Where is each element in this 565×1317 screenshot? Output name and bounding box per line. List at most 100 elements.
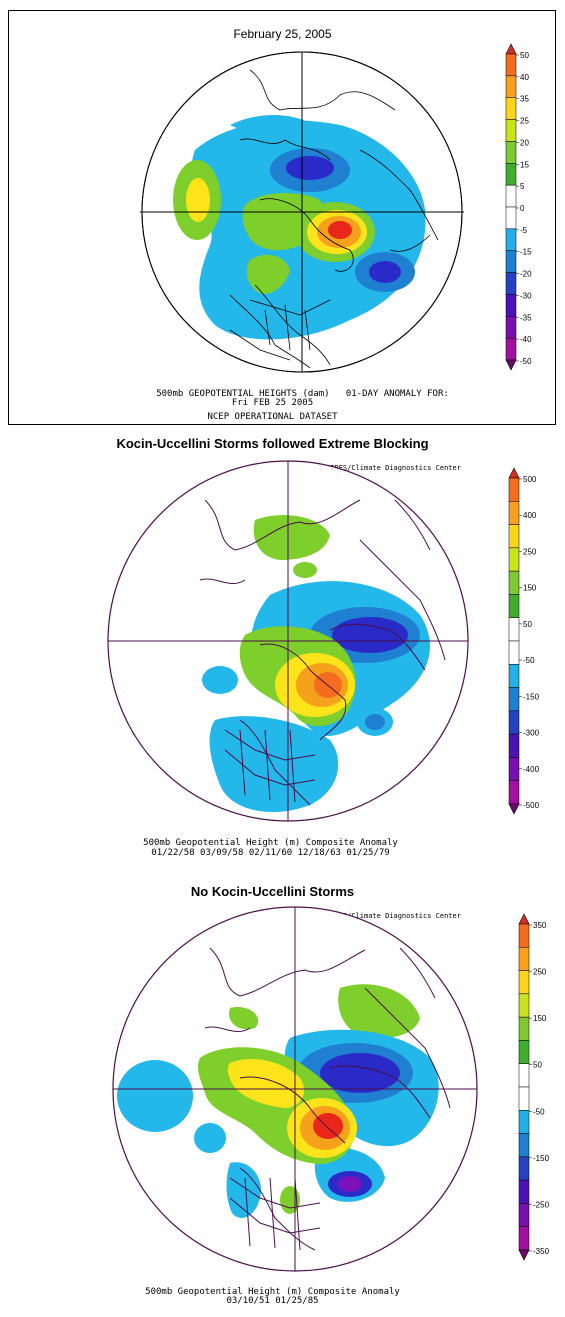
panel-2-colorbar-top-arrow [508,467,520,479]
panel-2-colorbar-segment [508,780,520,805]
panel-1-colorbar-segment [505,97,517,120]
panel-2-colorbar-segment [508,687,520,712]
panel-1-colorbar-label: 20 [520,138,529,147]
panel-3: No Kocin-Uccellini Storms NOAA-CIRES/Cli… [0,878,565,1317]
panel-3-anomaly-field [117,947,451,1251]
panel-3-colorbar-segment [518,1226,530,1251]
panel-1-colorbar-label: -5 [520,226,528,235]
panel-2-colorbar-segment [508,547,520,572]
panel-3-title: No Kocin-Uccellini Storms [190,884,355,899]
panel-1: February 25, 2005 [0,0,565,425]
panel-1-colorbar-label: 50 [520,51,529,60]
panel-1-colorbar-segment [505,119,517,142]
panel-1-anomaly-field [173,69,439,369]
panel-2-colorbar: 500 400 250 150 50 -50 -150 -300 -400 -500 [508,467,540,815]
panel-2-colorbar-segment [508,733,520,758]
panel-1-colorbar-label: 0 [520,204,525,213]
panel-2-colorbar-label: 50 [523,620,532,629]
panel-1-colorbar-label: -30 [520,291,532,300]
panel-1-colorbar-segment [505,163,517,186]
panel-2-colorbar-segment [508,664,520,688]
panel-3-colorbar-label: 350 [533,921,547,930]
panel-3-colorbar-label: 250 [533,968,547,977]
panel-2-colorbar-segment [508,710,520,735]
panel-1-colorbar-segment [505,316,517,339]
panel-2-credit: NOAA-CIRES/Climate Diagnostics Center [305,464,461,472]
panel-1-caption-line-1: 500mb GEOPOTENTIAL HEIGHTS (dam) 01-DAY … [156,389,449,399]
panel-2-caption-line-1: 500mb Geopotential Height (m) Composite … [143,838,398,848]
panel-3-colorbar-segment [518,1086,530,1111]
panel-3-colorbar-label: -150 [533,1154,550,1163]
panel-1-caption-line-3: NCEP OPERATIONAL DATASET [207,412,338,422]
panel-1-colorbar-segment [505,294,517,317]
panel-2-colorbar-label: -150 [523,692,540,701]
panel-2-colorbar-segment [508,594,520,618]
panel-3-colorbar-segment [518,923,530,948]
panel-3-caption-line-2: 03/10/51 01/25/85 [226,1296,319,1306]
panel-3-colorbar-segment [518,1040,530,1064]
panel-2-colorbar-label: 250 [523,547,537,556]
panel-2-colorbar-label: -500 [523,801,540,810]
panel-3-colorbar-top-arrow [518,913,530,925]
panel-1-colorbar-segment [505,53,517,77]
panel-1-colorbar-segment [505,141,517,164]
panel-1-colorbar-segment [505,75,517,98]
panel-2-colorbar-bottom-arrow [508,803,520,815]
panel-2-colorbar-label: -400 [523,765,540,774]
panel-3-map [112,906,478,1272]
panel-1-colorbar-label: 5 [520,182,525,191]
panel-2-colorbar-label: 150 [523,584,537,593]
panel-2-colorbar-label: 400 [523,511,537,520]
panel-3-colorbar-label: -50 [533,1107,545,1116]
panel-2-colorbar-label: 500 [523,475,537,484]
panel-1-colorbar-label: 35 [520,95,529,104]
panel-3-colorbar-segment [518,1203,530,1227]
panel-1-colorbar-label: 40 [520,73,529,82]
panel-1-colorbar-segment [505,250,517,273]
panel-1-colorbar-segment [505,337,517,361]
panel-1-colorbar-label: 25 [520,117,529,126]
panel-2-title: Kocin-Uccellini Storms followed Extreme … [116,436,429,451]
panel-3-credit: NOAA-CIRES/Climate Diagnostics Center [305,912,461,920]
panel-1-colorbar-segment [505,228,517,251]
panel-1-colorbar-label: -40 [520,335,532,344]
panel-2-colorbar-segment [508,524,520,549]
panel-1-colorbar-bottom-arrow [505,359,517,371]
panel-2-colorbar-segment [508,617,520,642]
panel-3-colorbar-segment [518,1179,530,1204]
panel-3-colorbar-segment [518,1156,530,1181]
panel-1-colorbar-label: -50 [520,357,532,366]
panel-1-colorbar-top-arrow [505,43,517,55]
panel-2-map [107,460,469,822]
panel-2-colorbar-label: -300 [523,729,540,738]
panel-3-colorbar-label: -350 [533,1247,550,1256]
panel-3-colorbar-segment [518,1110,530,1134]
panel-3-colorbar-segment [518,970,530,995]
panel-1-colorbar-label: -15 [520,248,532,257]
panel-3-colorbar-label: -250 [533,1200,550,1209]
panel-3-colorbar-segment [518,1016,530,1041]
panel-1-frame [8,10,556,425]
panel-3-caption-line-1: 500mb Geopotential Height (m) Composite … [145,1287,400,1297]
panel-3-colorbar-segment [518,1063,530,1088]
panel-1-colorbar-segment [505,272,517,295]
panel-2-colorbar-segment [508,640,520,665]
panel-1-title: February 25, 2005 [233,27,332,41]
panel-1-colorbar-segment [505,184,517,208]
panel-3-colorbar-label: 150 [533,1014,547,1023]
panel-2-anomaly-field [199,499,446,813]
panel-2-colorbar-label: -50 [523,656,535,665]
panel-1-colorbar-label: -35 [520,313,532,322]
panel-1-map [140,51,464,373]
panel-2-caption-line-2: 01/22/58 03/09/58 02/11/60 12/18/63 01/2… [151,848,390,858]
panel-2-colorbar-segment [508,570,520,595]
panel-2-colorbar-segment [508,757,520,781]
panel-1-colorbar-label: 15 [520,160,529,169]
panel-1-colorbar-label: -20 [520,270,532,279]
panel-2: Kocin-Uccellini Storms followed Extreme … [0,430,565,870]
panel-2-colorbar-segment [508,501,520,525]
panel-3-colorbar-segment [518,947,530,971]
panel-1-caption-line-2: Fri FEB 25 2005 [231,398,314,408]
panel-3-colorbar-bottom-arrow [518,1249,530,1261]
